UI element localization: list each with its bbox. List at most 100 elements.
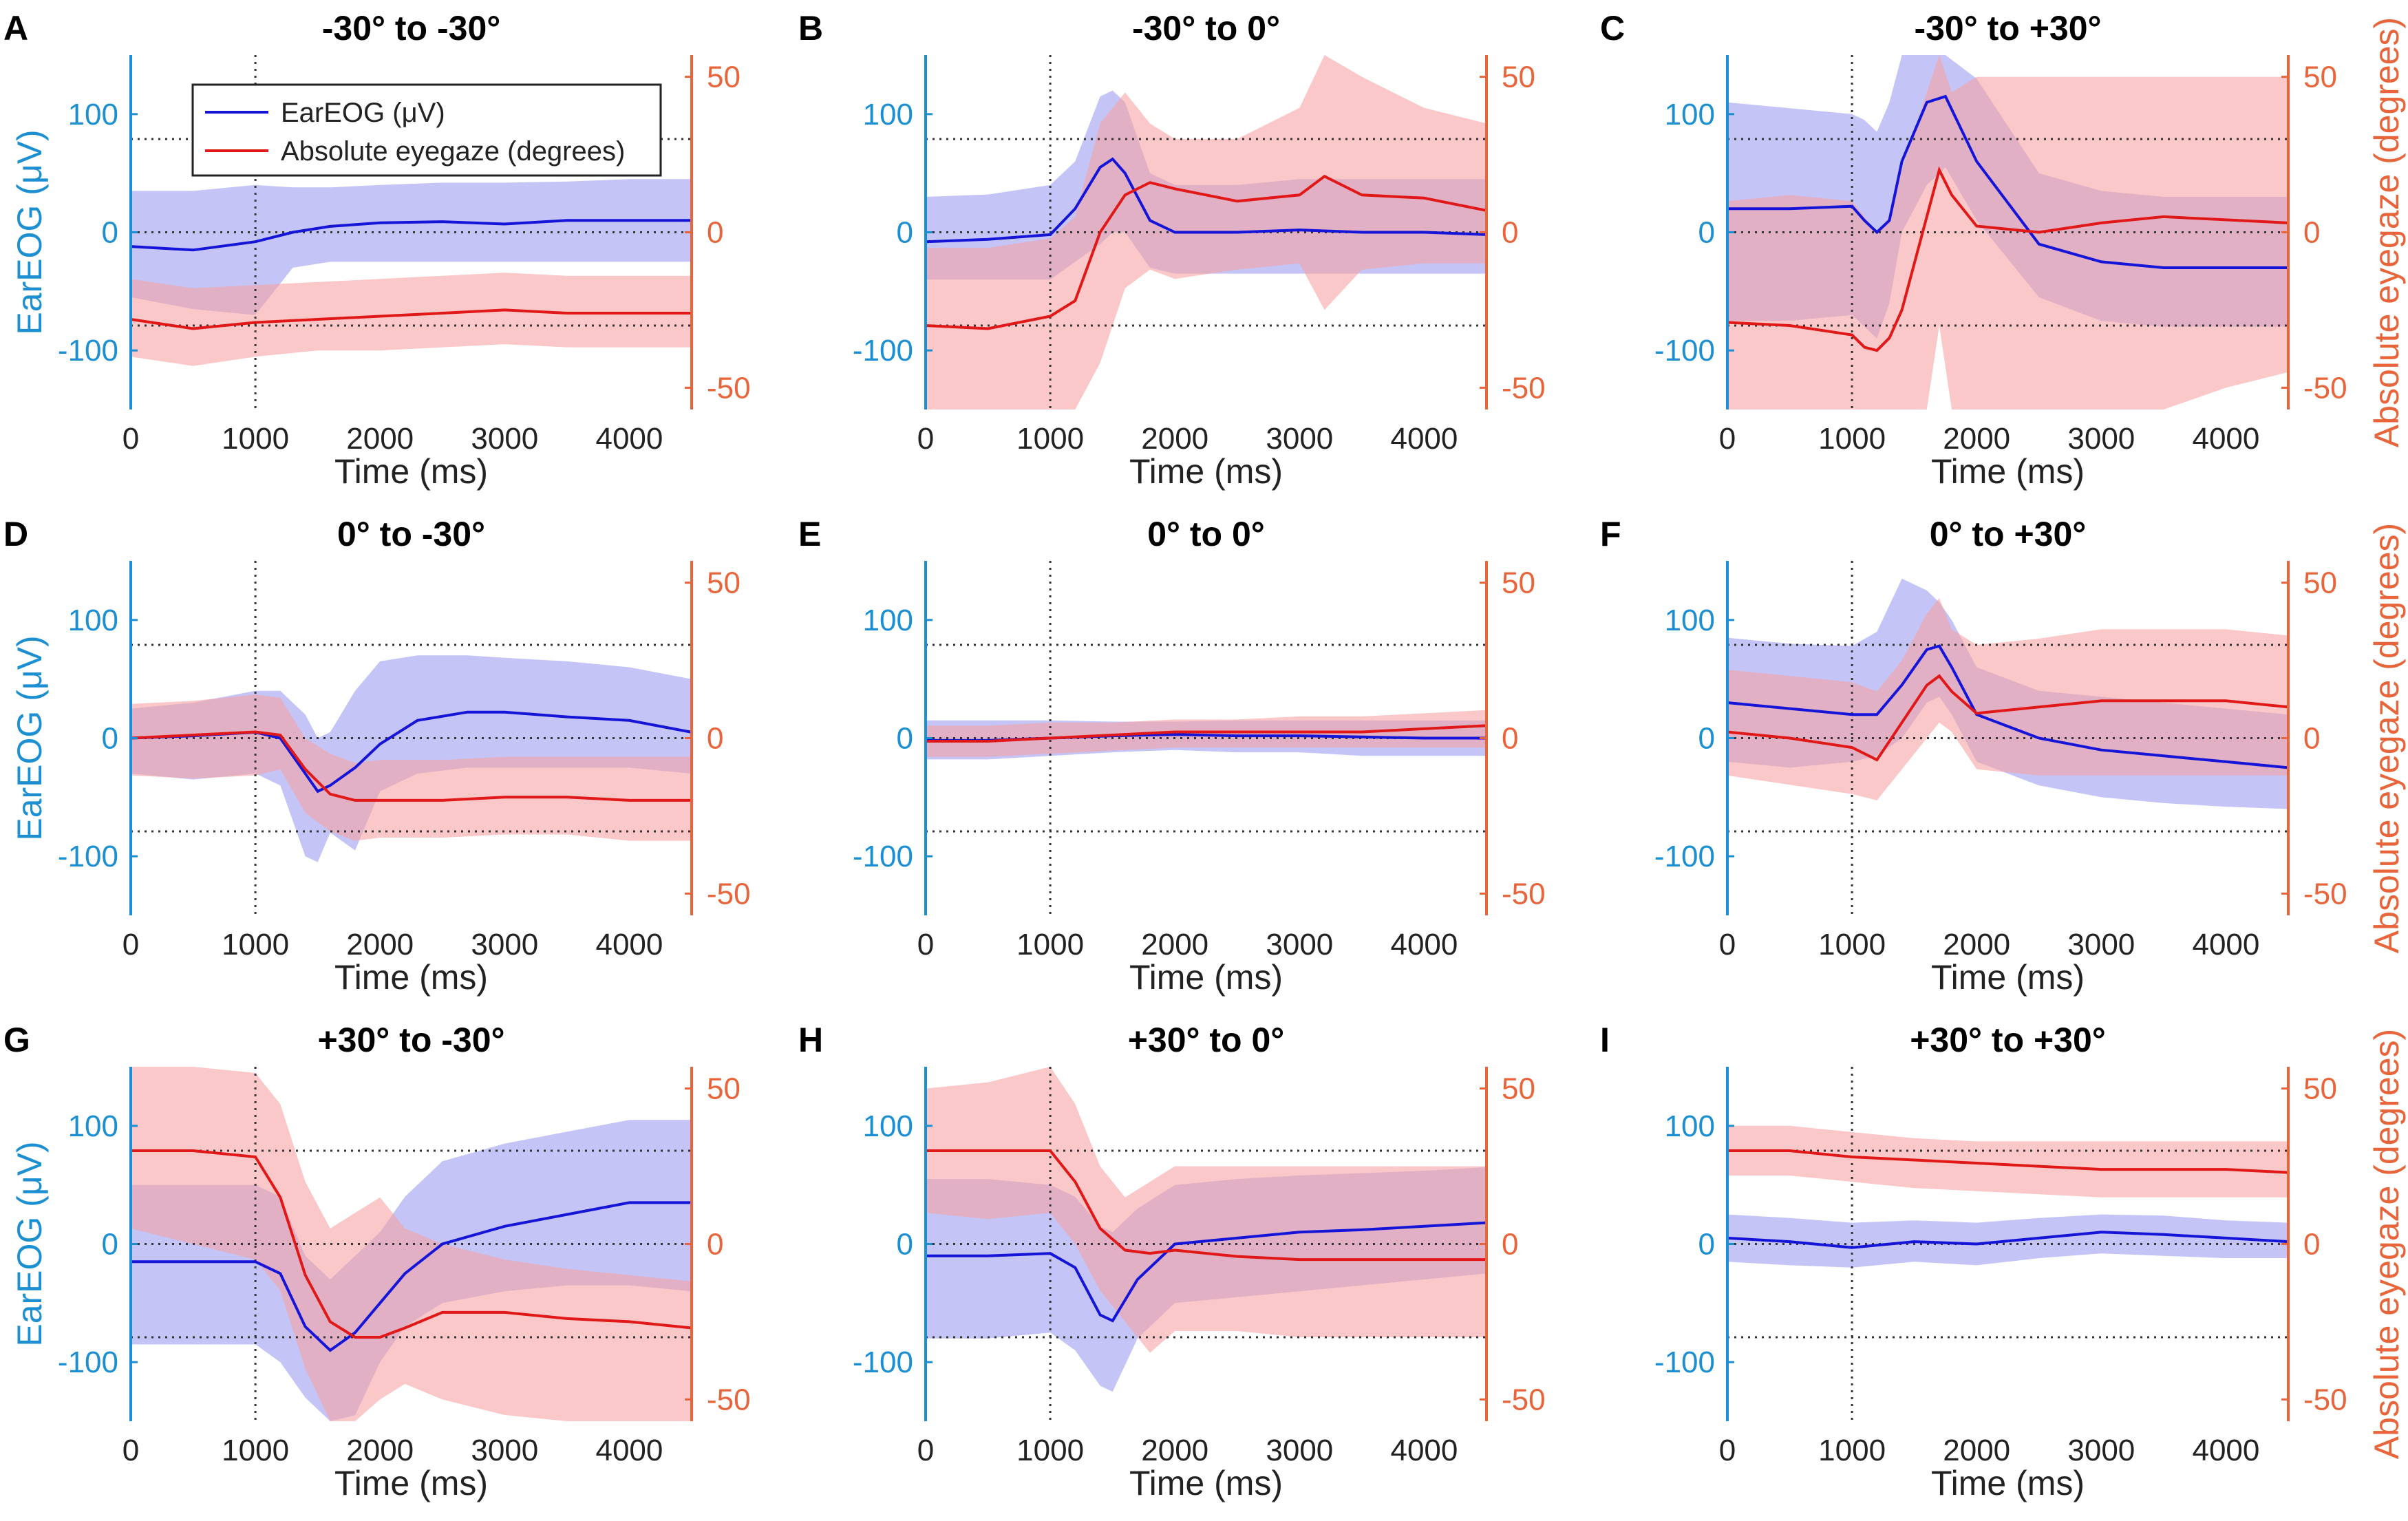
right-tick-label: 0 [707, 1228, 723, 1262]
left-tick-label: 0 [102, 216, 118, 250]
x-tick-label: 0 [122, 1434, 139, 1467]
x-tick-label: 0 [917, 422, 934, 456]
plot-area [926, 55, 1487, 410]
x-tick-label: 2000 [346, 928, 414, 961]
plot-area [131, 55, 692, 410]
x-axis-label: Time (ms) [1931, 1464, 2085, 1502]
x-tick-label: 3000 [471, 1434, 538, 1467]
x-axis-label: Time (ms) [1129, 1464, 1283, 1502]
right-tick-label: 0 [1502, 216, 1518, 250]
legend-box [191, 83, 662, 177]
right-tick-label: -50 [707, 371, 751, 405]
panel-title: 0° to 0° [1147, 515, 1265, 553]
panel-title: +30° to -30° [317, 1021, 504, 1059]
eog-mean-line [131, 1201, 692, 1352]
x-tick-label: 1000 [222, 1434, 289, 1467]
eog-mean-line [1727, 94, 2288, 269]
panel-letter: A [3, 9, 28, 47]
right-y-axis-label: Absolute eyegaze (degrees) [2367, 17, 2406, 447]
right-tick-label: 50 [707, 566, 740, 600]
right-tick-label: 50 [2303, 1072, 2337, 1106]
x-tick-label: 3000 [2067, 422, 2135, 456]
gaze-confidence-band [131, 273, 692, 366]
plot-area [1727, 55, 2288, 410]
x-tick-label: 1000 [222, 928, 289, 961]
x-tick-label: 3000 [1266, 1434, 1333, 1467]
panel-letter: C [1600, 9, 1625, 47]
right-tick-label: -50 [2303, 371, 2347, 405]
plot-area [131, 561, 692, 915]
panel-title: +30° to 0° [1128, 1021, 1285, 1059]
x-axis-label: Time (ms) [1931, 958, 2085, 997]
x-tick-label: 4000 [1390, 928, 1458, 961]
panel-letter: D [3, 515, 28, 553]
right-tick-label: 0 [707, 216, 723, 250]
right-tick-label: 0 [2303, 722, 2320, 756]
x-tick-label: 1000 [1016, 1434, 1084, 1467]
x-tick-label: 1000 [1016, 422, 1084, 456]
right-tick-label: 50 [1502, 1072, 1535, 1106]
left-tick-label: -100 [853, 334, 913, 368]
left-tick-label: -100 [58, 334, 118, 368]
gaze-confidence-band [926, 1067, 1487, 1353]
left-tick-label: 0 [102, 1228, 118, 1262]
x-tick-label: 2000 [1141, 422, 1208, 456]
legend-gaze-label: Absolute eyegaze (degrees) [281, 136, 625, 167]
right-tick-label: 50 [1502, 61, 1535, 94]
x-tick-label: 4000 [1390, 1434, 1458, 1467]
left-tick-label: 100 [1665, 1109, 1715, 1143]
right-tick-label: -50 [2303, 877, 2347, 911]
left-tick-label: 0 [1698, 722, 1715, 756]
left-tick-label: -100 [1654, 840, 1715, 873]
left-tick-label: 0 [897, 216, 913, 250]
plot-area [926, 1067, 1487, 1421]
right-tick-label: 50 [2303, 61, 2337, 94]
gaze-mean-line [131, 730, 692, 802]
x-axis-label: Time (ms) [1129, 452, 1283, 491]
x-tick-label: 1000 [1818, 1434, 1886, 1467]
x-tick-label: 4000 [595, 422, 663, 456]
panel-letter: I [1600, 1021, 1610, 1059]
right-tick-label: 50 [1502, 566, 1535, 600]
right-tick-label: 50 [707, 61, 740, 94]
x-tick-label: 4000 [2192, 928, 2259, 961]
gaze-confidence-band [1727, 598, 2288, 800]
panel-title: -30° to -30° [322, 9, 501, 47]
right-tick-label: 0 [2303, 1228, 2320, 1262]
x-tick-label: 4000 [2192, 422, 2259, 456]
right-tick-label: 50 [2303, 566, 2337, 600]
eog-mean-line [1727, 644, 2288, 769]
gaze-mean-line [926, 1149, 1487, 1262]
left-tick-label: 100 [863, 604, 913, 637]
left-tick-label: 0 [897, 1228, 913, 1262]
left-tick-label: 100 [68, 98, 118, 131]
x-axis-label: Time (ms) [334, 1464, 488, 1502]
panel-title: -30° to 0° [1132, 9, 1280, 47]
gaze-confidence-band [1727, 1125, 2288, 1198]
left-tick-label: -100 [58, 1346, 118, 1379]
x-tick-label: 2000 [346, 1434, 414, 1467]
eog-mean-line [926, 157, 1487, 244]
panel-letter: F [1600, 515, 1621, 553]
x-tick-label: 2000 [1141, 1434, 1208, 1467]
right-tick-label: -50 [707, 1383, 751, 1416]
right-tick-label: -50 [1502, 1383, 1546, 1416]
panel-letter: H [798, 1021, 823, 1059]
x-tick-label: 3000 [1266, 422, 1333, 456]
x-tick-label: 2000 [1141, 928, 1208, 961]
left-tick-label: 100 [1665, 98, 1715, 131]
eog-mean-line [926, 1221, 1487, 1323]
x-tick-label: 2000 [346, 422, 414, 456]
gaze-confidence-band [131, 694, 692, 841]
left-y-axis-label: EarEOG (μV) [10, 1141, 49, 1346]
x-tick-label: 3000 [2067, 1434, 2135, 1467]
x-tick-label: 0 [917, 928, 934, 961]
left-tick-label: 100 [863, 1109, 913, 1143]
